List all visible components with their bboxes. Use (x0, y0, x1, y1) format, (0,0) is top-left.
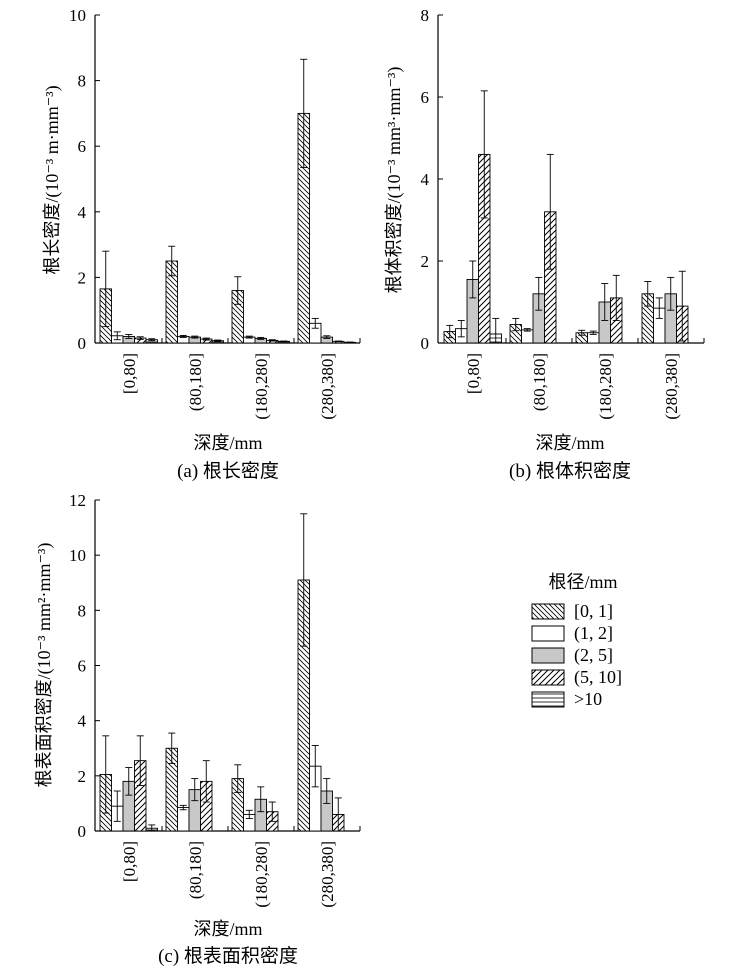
y-tick-label: 0 (78, 822, 87, 841)
panel-b: (b) 根体积密度 深度/mm 根体积密度/(10⁻³ mm³·mm⁻³) 0 2… (384, 6, 705, 482)
bar (521, 329, 534, 344)
y-tick-label: 4 (78, 712, 87, 731)
y-tick-label: 8 (421, 6, 430, 25)
x-tick-label: (280,380] (318, 353, 337, 420)
x-tick-label: (180,280] (252, 353, 271, 420)
legend-swatch-3 (531, 669, 565, 686)
legend: 根径/mm [0, 1] (1, 2] (2, 5] (5, 10] >10 (531, 572, 622, 709)
legend-label-3: (5, 10] (574, 667, 622, 688)
panel-c: (c) 根表面积密度 深度/mm 根表面积密度/(10⁻³ mm²·mm⁻³) … (34, 491, 361, 967)
y-tick-label: 0 (421, 334, 430, 353)
x-tick-label: [0,80] (120, 353, 139, 394)
caption-a: (a) 根长密度 (177, 460, 279, 482)
y-tick-label: 6 (78, 137, 87, 156)
y-tick-label: 8 (78, 72, 87, 91)
x-tick-label: (80,180] (186, 841, 205, 899)
ylabel-b: 根体积密度/(10⁻³ mm³·mm⁻³) (384, 67, 405, 294)
x-tick-label: (280,380] (662, 353, 681, 420)
y-tick-label: 8 (78, 601, 87, 620)
legend-swatch-0 (531, 603, 565, 620)
xlabel-a: 深度/mm (193, 433, 262, 453)
y-tick-label: 4 (78, 203, 87, 222)
legend-swatch-1 (531, 625, 565, 642)
bar (177, 807, 190, 832)
x-tick-label: (180,280] (252, 841, 271, 908)
legend-entry-1: (1, 2] (531, 623, 613, 644)
y-tick-label: 2 (421, 252, 430, 271)
y-tick-label: 12 (69, 491, 86, 510)
legend-label-2: (2, 5] (574, 645, 613, 666)
legend-title: 根径/mm (548, 572, 617, 592)
legend-label-4: >10 (574, 689, 602, 709)
ylabel-a: 根长密度/(10⁻³ m·mm⁻³) (42, 85, 63, 274)
legend-entry-2: (2, 5] (531, 645, 613, 666)
x-tick-label: [0,80] (464, 353, 483, 394)
y-tick-label: 0 (78, 334, 87, 353)
xlabel-c: 深度/mm (193, 919, 262, 939)
y-tick-label: 6 (421, 88, 430, 107)
y-tick-label: 6 (78, 657, 87, 676)
x-tick-label: (80,180] (530, 353, 549, 411)
ylabel-c: 根表面积密度/(10⁻³ mm²·mm⁻³) (34, 543, 55, 788)
legend-entry-0: [0, 1] (531, 601, 613, 621)
xlabel-b: 深度/mm (535, 433, 604, 453)
x-tick-label: (280,380] (318, 841, 337, 908)
y-tick-label: 4 (421, 170, 430, 189)
legend-entry-4: >10 (531, 689, 602, 709)
caption-b: (b) 根体积密度 (509, 460, 631, 482)
legend-entry-3: (5, 10] (531, 667, 622, 688)
x-tick-label: (180,280] (596, 353, 615, 420)
y-tick-label: 10 (69, 6, 86, 25)
x-tick-label: [0,80] (120, 841, 139, 882)
x-tick-label: (80,180] (186, 353, 205, 411)
caption-c: (c) 根表面积密度 (158, 945, 298, 967)
y-tick-label: 2 (78, 268, 87, 287)
legend-label-1: (1, 2] (574, 623, 613, 644)
y-tick-label: 2 (78, 767, 87, 786)
panel-a: (a) 根长密度 深度/mm 根长密度/(10⁻³ m·mm⁻³) 0 2 4 6 8 1… (42, 6, 361, 482)
y-tick-label: 10 (69, 546, 86, 565)
legend-swatch-4 (531, 691, 565, 708)
legend-swatch-2 (531, 647, 565, 664)
legend-label-0: [0, 1] (574, 601, 613, 621)
